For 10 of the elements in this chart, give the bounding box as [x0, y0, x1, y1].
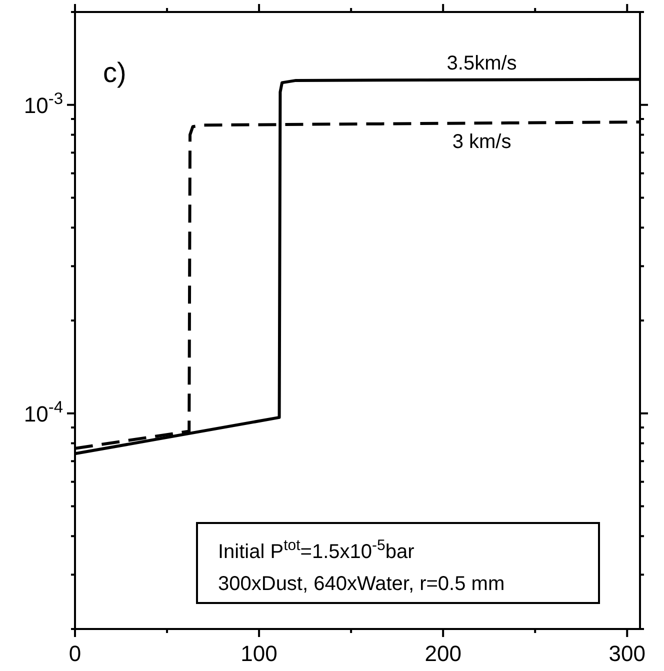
y-tick-label: 10$^{-3}$: [24, 90, 63, 118]
x-tick-label: 300: [608, 641, 646, 666]
x-tick-label: 100: [240, 641, 278, 666]
x-tick-label: 0: [68, 641, 82, 666]
annotation: Initial P$^{tot}$=1.5x10$^{-5}$bar 300xDust, 640xWater, r=0.5 mm: [218, 536, 505, 595]
series-label: 3.5km/s: [446, 52, 517, 74]
annotation: c): [103, 57, 126, 88]
y-tick-label: 10$^{-4}$: [24, 398, 63, 426]
series-label: 3 km/s: [452, 130, 512, 153]
x-tick-label: 200: [424, 641, 462, 666]
